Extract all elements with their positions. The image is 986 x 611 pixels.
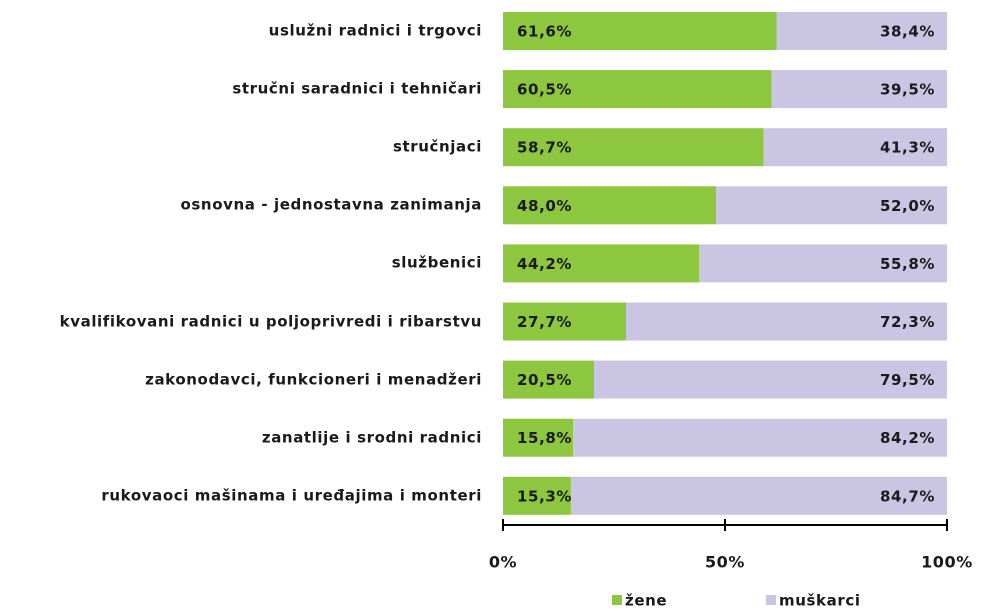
value-label: 60,5% bbox=[517, 81, 572, 99]
bar-segment bbox=[570, 476, 947, 515]
value-label: 15,8% bbox=[517, 429, 572, 447]
bar-segment bbox=[503, 302, 626, 341]
value-label: 15,3% bbox=[517, 487, 572, 505]
value-label: 84,7% bbox=[880, 487, 935, 505]
x-tick-label: 0% bbox=[489, 553, 517, 572]
category-label: zakonodavci, funkcioneri i menadžeri bbox=[145, 370, 482, 389]
x-tick-label: 50% bbox=[705, 553, 745, 572]
bar-segment bbox=[503, 186, 717, 225]
category-label: kvalifikovani radnici u poljoprivredi i … bbox=[59, 312, 482, 330]
category-label: službenici bbox=[391, 253, 482, 272]
value-label: 48,0% bbox=[517, 197, 572, 215]
value-label: 20,5% bbox=[517, 371, 572, 389]
value-label: 58,7% bbox=[517, 139, 572, 157]
value-label: 44,2% bbox=[517, 255, 572, 273]
legend-label: žene bbox=[625, 592, 667, 610]
bar-segment bbox=[594, 360, 947, 399]
bar-segment bbox=[503, 476, 571, 515]
bar-segment bbox=[573, 418, 947, 457]
bar-segment bbox=[776, 12, 947, 50]
legend-swatch bbox=[612, 595, 622, 605]
category-label: uslužni radnici i trgovci bbox=[268, 21, 482, 40]
value-label: 55,8% bbox=[880, 255, 935, 273]
value-label: 38,4% bbox=[880, 23, 935, 41]
bar-segment bbox=[771, 70, 947, 109]
bar-segment bbox=[716, 186, 947, 225]
bar-segment bbox=[503, 128, 764, 167]
bar-segment bbox=[503, 360, 595, 399]
value-label: 84,2% bbox=[880, 429, 935, 447]
value-label: 27,7% bbox=[517, 313, 572, 331]
value-label: 39,5% bbox=[880, 81, 935, 99]
bar-segment bbox=[503, 70, 772, 109]
bar-segment bbox=[763, 128, 947, 167]
bar-segment bbox=[699, 244, 947, 283]
category-label: stručnjaci bbox=[392, 137, 482, 156]
legend-swatch bbox=[766, 595, 776, 605]
category-label: rukovaoci mašinama i uređajima i monteri bbox=[101, 486, 482, 505]
category-label: osnovna - jednostavna zanimanja bbox=[180, 195, 482, 214]
bar-segment bbox=[503, 12, 777, 50]
bar-segment bbox=[503, 418, 574, 457]
value-label: 72,3% bbox=[880, 313, 935, 331]
value-label: 52,0% bbox=[880, 197, 935, 215]
legend-label: muškarci bbox=[779, 592, 861, 610]
category-label: stručni saradnici i tehničari bbox=[232, 79, 482, 98]
bar-segment bbox=[625, 302, 947, 341]
value-label: 79,5% bbox=[880, 371, 935, 389]
value-label: 61,6% bbox=[517, 23, 572, 41]
bar-segment bbox=[503, 244, 700, 283]
value-label: 41,3% bbox=[880, 139, 935, 157]
category-label: zanatlije i srodni radnici bbox=[261, 428, 482, 447]
x-tick-label: 100% bbox=[921, 553, 973, 572]
